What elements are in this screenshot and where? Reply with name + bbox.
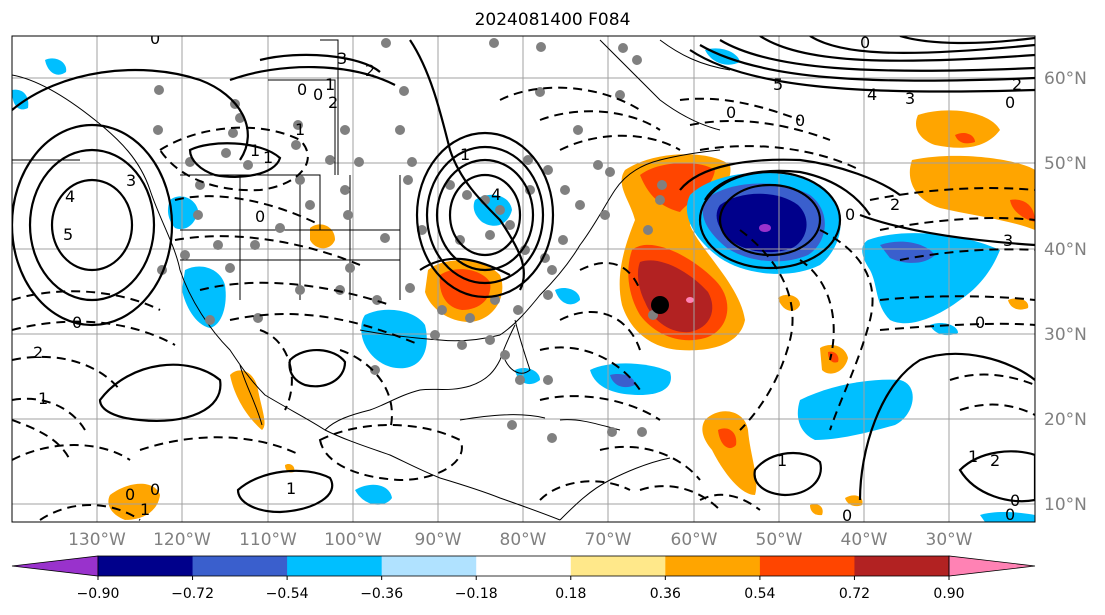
- colorbar-segment: [381, 556, 477, 576]
- contour-label: 3: [905, 89, 915, 108]
- colorbar-tick-label: −0.54: [266, 586, 309, 602]
- contour-label: 0: [255, 207, 265, 226]
- colorbar-segment: [665, 556, 761, 576]
- lat-label: 30°N: [1044, 325, 1087, 345]
- contour-label: 4: [491, 185, 501, 204]
- colorbar-tick-label: 0.18: [555, 586, 586, 602]
- contour-label: 1: [325, 75, 335, 94]
- contour-label: 4: [867, 85, 877, 104]
- lat-label: 50°N: [1044, 154, 1087, 174]
- colorbar-segment: [192, 556, 288, 576]
- colorbar-segment: [570, 556, 666, 576]
- colorbar-tick-label: 0.90: [933, 586, 964, 602]
- colorbar-tick-label: −0.72: [171, 586, 214, 602]
- colorbar-frame: [97, 555, 950, 577]
- positive-anomaly-ne-atlantic: [915, 110, 1000, 148]
- contour-label: 3: [1003, 231, 1013, 250]
- lon-label: 100°W: [324, 530, 382, 550]
- contour-label: 0: [125, 485, 135, 504]
- contour-label: 1: [286, 479, 296, 498]
- contour-label: 0: [72, 313, 82, 332]
- contour-label: 3: [126, 171, 136, 190]
- lat-label: 20°N: [1044, 410, 1087, 430]
- colorbar: −0.90 −0.72 −0.54 −0.36 −0.18 0.18 0.36 0.54 0.7…: [11, 555, 1036, 602]
- contour-label: 2: [990, 451, 1000, 470]
- latitude-labels: 60°N 50°N 40°N 30°N 20°N 10°N: [1044, 69, 1087, 515]
- contour-label: 0: [297, 80, 307, 99]
- contour-label: 0: [150, 29, 160, 48]
- contour-label: 0: [795, 111, 805, 130]
- contour-label: 0: [726, 103, 736, 122]
- station-dots: [153, 38, 667, 443]
- contour-label: 0: [860, 33, 870, 52]
- contour-label: 1: [38, 389, 48, 408]
- colorbar-segment: [287, 556, 383, 576]
- longitude-labels: 130°W 120°W 110°W 100°W 90°W 80°W 70°W 6…: [68, 530, 973, 550]
- contour-label: 0: [1005, 93, 1015, 112]
- lon-label: 30°W: [926, 530, 973, 550]
- colorbar-segment: [759, 556, 855, 576]
- contour-label: 2: [328, 93, 338, 112]
- plot-frame: [11, 35, 1036, 523]
- colorbar-segment: [98, 556, 194, 576]
- lon-label: 50°W: [756, 530, 803, 550]
- contour-label: 0: [150, 480, 160, 499]
- contour-label: 0: [1010, 491, 1020, 510]
- contour-labels: 0 3 2 1 0 2 0 1 5 4 3 0 1 0 4 5 4 3 0 0 …: [33, 29, 1022, 525]
- contour-label: 2: [365, 61, 375, 80]
- positive-contours: [12, 36, 1035, 514]
- lat-label: 10°N: [1044, 495, 1087, 515]
- lon-label: 110°W: [239, 530, 297, 550]
- colorbar-tick-label: −0.18: [455, 586, 498, 602]
- contour-label: 0: [842, 506, 852, 525]
- lon-label: 40°W: [841, 530, 888, 550]
- contour-label: 1: [140, 500, 150, 519]
- negative-contours: [12, 86, 1035, 521]
- contour-label: 0: [1005, 505, 1015, 524]
- contour-label: 0: [845, 205, 855, 224]
- lon-label: 90°W: [415, 530, 462, 550]
- lat-label: 60°N: [1044, 69, 1087, 89]
- contour-label: 0: [313, 85, 323, 104]
- colorbar-segment: [854, 556, 950, 576]
- contour-label: 2: [33, 343, 43, 362]
- colorbar-tick-label: 0.36: [650, 586, 681, 602]
- contour-label: 1: [968, 447, 978, 466]
- contour-label: 3: [337, 49, 347, 68]
- map-title: 2024081400 F084: [474, 10, 631, 30]
- colorbar-segment: [476, 556, 572, 576]
- colorbar-tick-label: −0.90: [77, 586, 120, 602]
- contour-label: 0: [975, 313, 985, 332]
- colorbar-tick-label: −0.36: [360, 586, 403, 602]
- colorbar-extend-high: [948, 555, 1036, 577]
- anomaly-fills: [12, 48, 1035, 522]
- colorbar-tick-label: 0.72: [839, 586, 870, 602]
- lon-label: 120°W: [153, 530, 211, 550]
- contour-label: 2: [1012, 75, 1022, 94]
- lon-label: 70°W: [585, 530, 632, 550]
- colorbar-extend-low: [11, 555, 99, 577]
- lon-label: 80°W: [500, 530, 547, 550]
- contour-label: 1: [295, 120, 305, 139]
- lon-label: 130°W: [68, 530, 126, 550]
- colorbar-tick-label: 0.54: [744, 586, 775, 602]
- storm-center-marker: [651, 296, 669, 314]
- contour-label: 1: [263, 148, 273, 167]
- contour-label: 1: [460, 145, 470, 164]
- lon-label: 60°W: [671, 530, 718, 550]
- contour-label: 5: [773, 75, 783, 94]
- contour-label: 1: [250, 141, 260, 160]
- contour-label: 4: [65, 187, 75, 206]
- contour-label: 5: [63, 225, 73, 244]
- lat-label: 40°N: [1044, 240, 1087, 260]
- contour-label: 1: [777, 451, 787, 470]
- contour-label: 2: [890, 195, 900, 214]
